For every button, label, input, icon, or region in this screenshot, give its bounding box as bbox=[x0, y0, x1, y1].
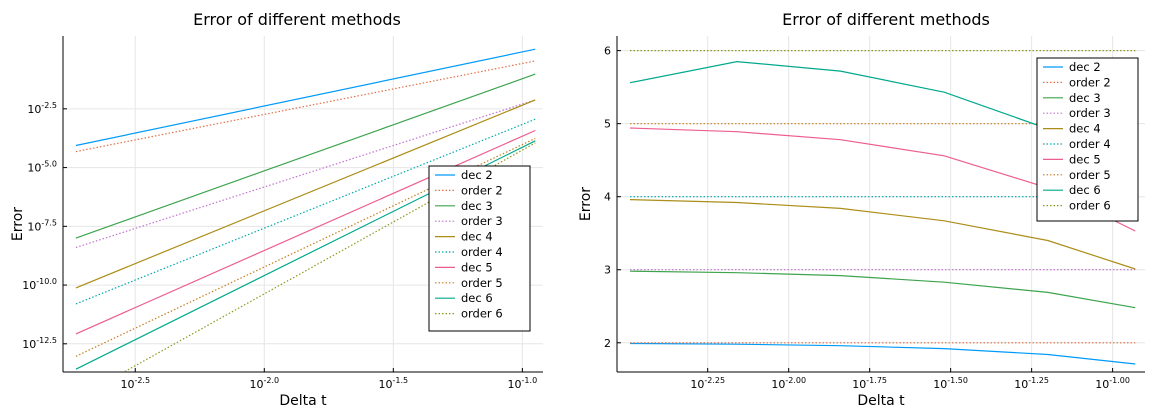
chart-title: Error of different methods bbox=[782, 10, 990, 29]
chart-1: 10-2.5 10-2.0 10-1.5 10-1.0 10-2.5 10-5.0 10-7… bbox=[10, 10, 543, 409]
y-tick-label: 3 bbox=[604, 264, 611, 277]
x-tick-label: 10-1.50 bbox=[933, 376, 968, 391]
legend-entry: order 6 bbox=[461, 307, 503, 321]
legend-entry: order 4 bbox=[461, 245, 503, 259]
y-tick-label: 4 bbox=[604, 191, 611, 204]
series-line-dec-4 bbox=[629, 199, 1136, 270]
series-line-order-2 bbox=[75, 60, 536, 153]
series-line-dec-2 bbox=[629, 342, 1136, 365]
x-tick-label: 10-1.0 bbox=[508, 376, 538, 391]
legend-entry: dec 2 bbox=[461, 168, 493, 182]
y-tick-label: 10-7.5 bbox=[27, 218, 57, 233]
x-axis-label: Delta t bbox=[279, 393, 327, 409]
y-tick-label: 10-5.0 bbox=[27, 160, 57, 175]
chart-2: 10-2.25 10-2.00 10-1.75 10-1.50 10-1.25 10-1.… bbox=[578, 10, 1145, 409]
legend-entry: dec 5 bbox=[1069, 152, 1101, 166]
chart-title: Error of different methods bbox=[193, 10, 401, 29]
legend-entry: order 2 bbox=[1069, 75, 1111, 89]
x-tick-label: 10-1.25 bbox=[1014, 376, 1049, 391]
x-tick-label: 10-1.5 bbox=[379, 376, 409, 391]
legend-entry: dec 4 bbox=[461, 230, 493, 244]
legend-entry: dec 6 bbox=[461, 291, 493, 305]
y-tick-label: 10-12.5 bbox=[22, 336, 57, 351]
legend-entry: dec 3 bbox=[461, 199, 493, 213]
legend-entry: dec 3 bbox=[1069, 91, 1101, 105]
legend-entry: order 2 bbox=[461, 183, 503, 197]
legend-box bbox=[1036, 57, 1139, 222]
x-tick-label: 10-2.25 bbox=[690, 376, 725, 391]
series-line-dec-2 bbox=[75, 48, 536, 147]
series-line-dec-4 bbox=[75, 99, 536, 289]
x-tick-label: 10-1.00 bbox=[1095, 376, 1130, 391]
x-tick-label: 10-2.00 bbox=[771, 376, 806, 391]
series-line-dec-5 bbox=[75, 129, 536, 335]
x-tick-label: 10-2.5 bbox=[120, 376, 150, 391]
series-line-dec-3 bbox=[629, 270, 1136, 309]
y-axis-label: Error bbox=[578, 187, 594, 221]
legend-entry: order 5 bbox=[1069, 168, 1111, 182]
legend-entry: order 6 bbox=[1069, 199, 1111, 213]
legend-box bbox=[428, 165, 531, 332]
y-axis-label: Error bbox=[10, 207, 26, 241]
series-line-dec-3 bbox=[75, 73, 536, 239]
y-tick-label: 10-2.5 bbox=[27, 101, 57, 116]
legend-entry: dec 4 bbox=[1069, 122, 1101, 136]
x-tick-label: 10-1.75 bbox=[852, 376, 887, 391]
y-tick-label: 6 bbox=[604, 45, 611, 58]
y-tick-label: 5 bbox=[604, 118, 611, 131]
y-tick-label: 2 bbox=[604, 337, 611, 350]
legend-entry: order 4 bbox=[1069, 137, 1111, 151]
x-axis-label: Delta t bbox=[857, 393, 905, 409]
x-tick-label: 10-2.0 bbox=[249, 376, 279, 391]
legend-entry: order 5 bbox=[461, 276, 503, 290]
legend-entry: dec 2 bbox=[1069, 60, 1101, 74]
legend-entry: dec 6 bbox=[1069, 183, 1101, 197]
legend-entry: order 3 bbox=[1069, 106, 1111, 120]
legend-entry: dec 5 bbox=[461, 260, 493, 274]
y-tick-label: 10-10.0 bbox=[22, 277, 57, 292]
legend-entry: order 3 bbox=[461, 214, 503, 228]
